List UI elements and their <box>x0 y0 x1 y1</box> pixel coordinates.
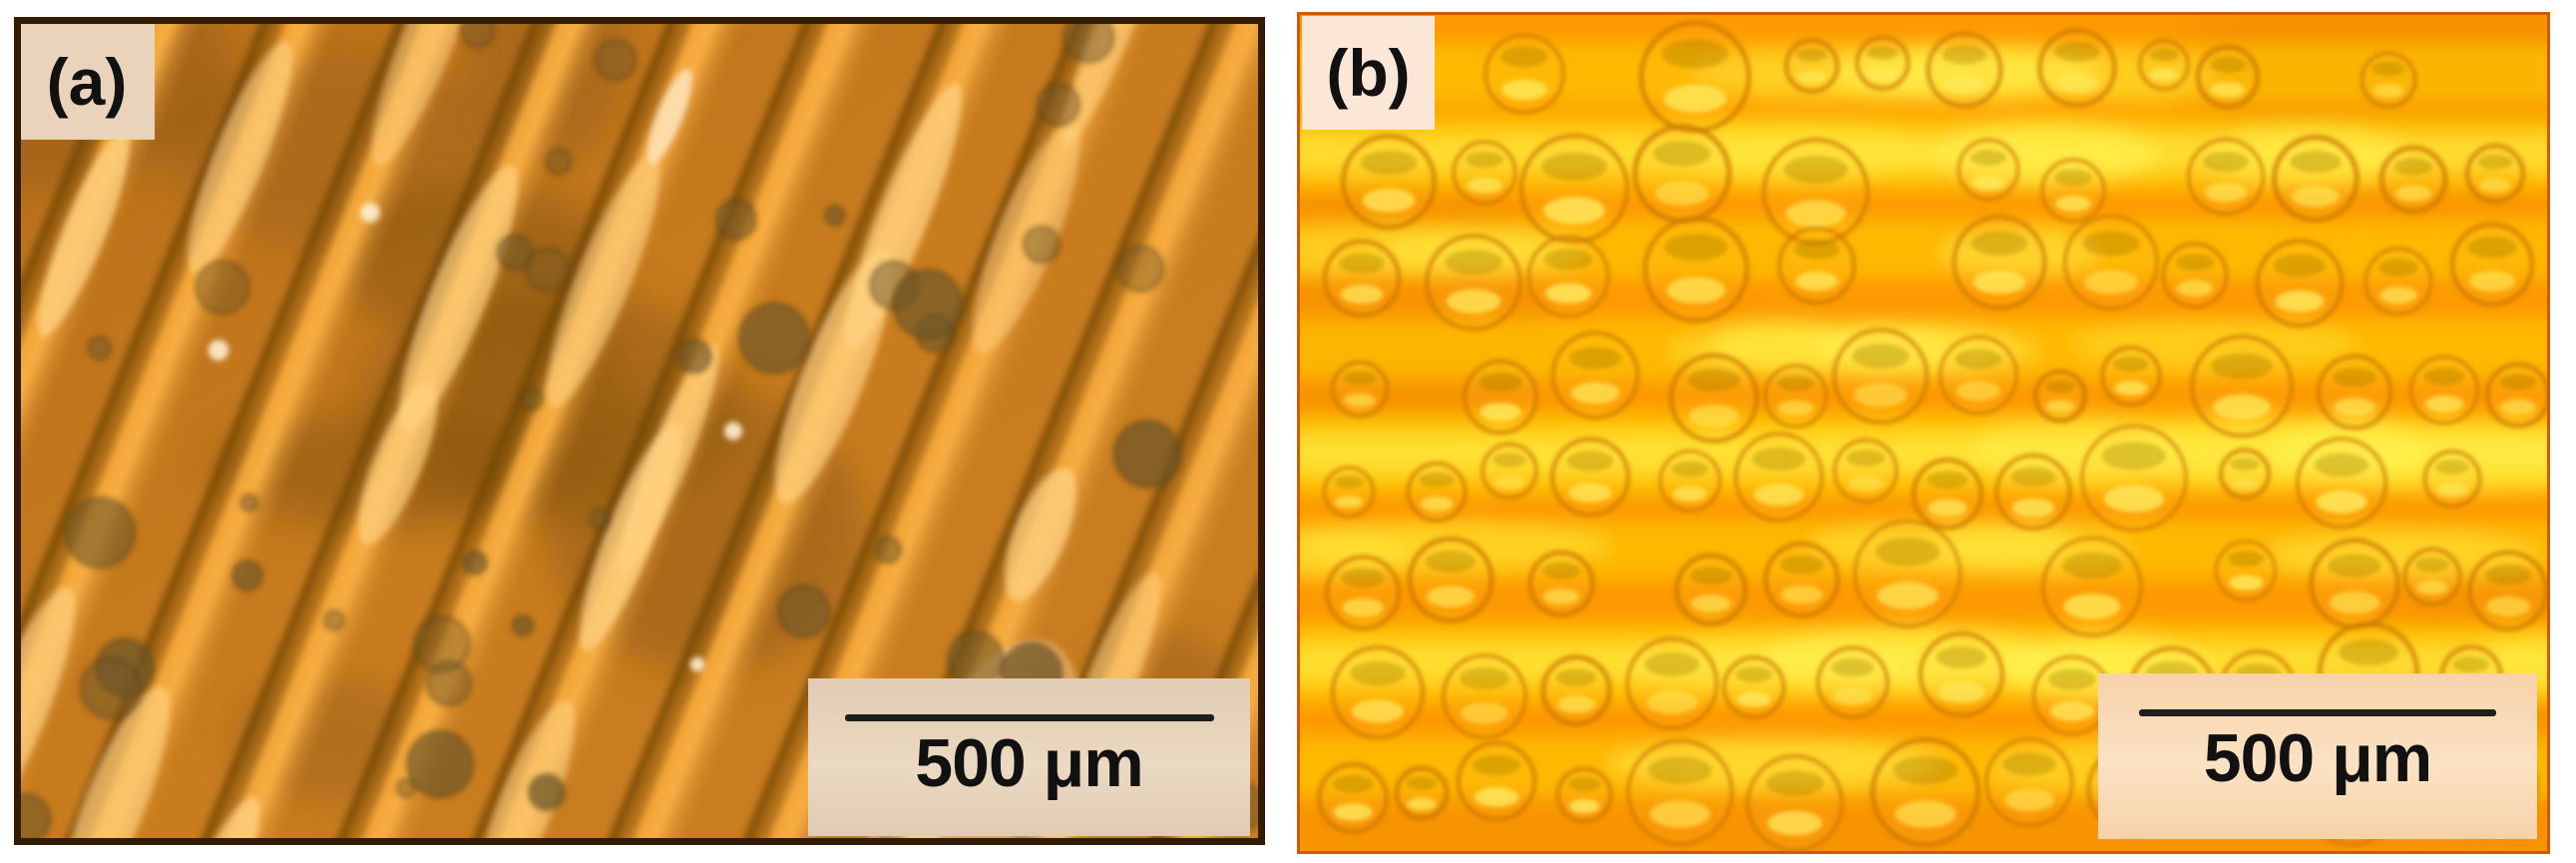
scale-bar-line-a <box>844 714 1214 721</box>
micrograph-image-a <box>21 24 1258 838</box>
scale-bar-label-a: 500 μm <box>915 725 1143 801</box>
scale-bar-a: 500 μm <box>808 678 1250 836</box>
panel-label-b-text: (b) <box>1326 36 1411 110</box>
micrograph-panel-a: (a) 500 μm <box>14 17 1265 845</box>
micrograph-panel-b: (b) 500 μm <box>1297 12 2550 854</box>
panel-label-a: (a) <box>21 24 155 140</box>
scale-bar-label-b: 500 μm <box>2203 720 2432 796</box>
scale-bar-b: 500 μm <box>2098 673 2537 839</box>
panel-label-b: (b) <box>1302 16 1435 130</box>
scale-bar-line-b <box>2139 709 2496 716</box>
panel-label-a-text: (a) <box>46 45 128 119</box>
